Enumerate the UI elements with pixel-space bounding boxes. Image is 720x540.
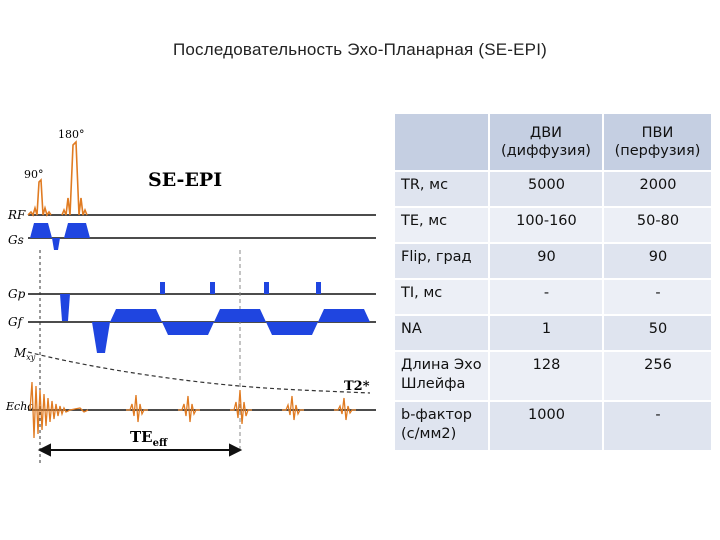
row-param: b-фактор (с/мм2) [395, 402, 488, 450]
header-empty-cell [395, 114, 488, 170]
row-param: Flip, град [395, 244, 488, 278]
row-param: NA [395, 316, 488, 350]
sequence-name: SE-EPI [148, 169, 222, 191]
echo-label: Echo [5, 400, 34, 413]
header-pwi-line2: (перфузия) [614, 143, 701, 159]
header-pwi: ПВИ (перфузия) [601, 114, 711, 170]
row-param: TR, мс [395, 172, 488, 206]
gs-label: Gs [8, 233, 24, 247]
row-pwi-value: 50 [601, 316, 711, 350]
row-param: TI, мс [395, 280, 488, 314]
table-row: Flip, град 90 90 [395, 244, 711, 278]
row-pwi-value: 50-80 [601, 208, 711, 242]
gf-label: Gf [8, 315, 25, 329]
page-title: Последовательность Эхо-Планарная (SE-EPI… [172, 40, 547, 59]
gp-label: Gp [8, 287, 26, 301]
pulse-90-label: 90° [24, 168, 44, 181]
table-row: TR, мс 5000 2000 [395, 172, 711, 206]
table-row: NA 1 50 [395, 316, 711, 350]
fid-signal [29, 381, 89, 439]
header-dwi-line1: ДВИ [529, 125, 563, 141]
row-param: TE, мс [395, 208, 488, 242]
header-dwi-line2: (диффузия) [500, 143, 591, 159]
te-eff-arrow [37, 443, 243, 457]
table-row: TE, мс 100-160 50-80 [395, 208, 711, 242]
header-pwi-line1: ПВИ [641, 125, 674, 141]
te-eff-label: TEeff [130, 428, 168, 449]
row-dwi-value: 128 [488, 352, 602, 400]
row-pwi-value: 256 [601, 352, 711, 400]
gf-gradient [92, 309, 370, 353]
row-pwi-value: - [601, 402, 711, 450]
rf-180-pulse [61, 140, 88, 216]
header-dwi: ДВИ (диффузия) [488, 114, 602, 170]
table-row: b-фактор (с/мм2) 1000 - [395, 402, 711, 450]
table-row: Длина Эхо Шлейфа 128 256 [395, 352, 711, 400]
rf-label: RF [7, 208, 26, 222]
row-dwi-value: - [488, 280, 602, 314]
pulse-180-label: 180° [58, 128, 85, 141]
mxy-label: Mxy [13, 346, 36, 362]
mxy-decay-curve [27, 351, 371, 394]
row-dwi-value: 90 [488, 244, 602, 278]
t2star-label: T2* [344, 379, 370, 394]
row-dwi-value: 5000 [488, 172, 602, 206]
row-dwi-value: 1 [488, 316, 602, 350]
pulse-sequence-diagram: RF Gs Gp Gf Mxy Echo SE-EPI 180° 90° [5, 128, 376, 465]
rf-90-pulse [27, 178, 52, 217]
row-pwi-value: 90 [601, 244, 711, 278]
row-dwi-value: 100-160 [488, 208, 602, 242]
gs-gradient [30, 223, 90, 250]
row-pwi-value: 2000 [601, 172, 711, 206]
row-dwi-value: 1000 [488, 402, 602, 450]
gp-gradient [60, 282, 321, 321]
row-param: Длина Эхо Шлейфа [395, 352, 488, 400]
table-row: TI, мс - - [395, 280, 711, 314]
parameters-table: ДВИ (диффузия) ПВИ (перфузия) TR, мс 5000 … [395, 112, 711, 452]
table-header-row: ДВИ (диффузия) ПВИ (перфузия) [395, 114, 711, 170]
echo-train [126, 389, 356, 425]
row-pwi-value: - [601, 280, 711, 314]
